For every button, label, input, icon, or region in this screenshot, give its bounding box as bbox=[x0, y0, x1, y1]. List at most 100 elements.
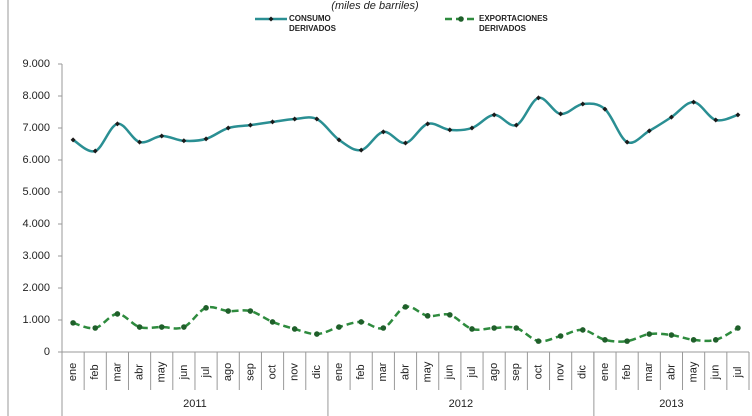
legend-marker bbox=[458, 16, 464, 22]
point bbox=[158, 324, 165, 330]
point bbox=[735, 112, 741, 118]
point bbox=[114, 311, 121, 317]
point bbox=[558, 111, 564, 117]
y-tick-label: 6.000 bbox=[22, 154, 50, 166]
x-tick-label: feb bbox=[621, 364, 633, 379]
point bbox=[735, 325, 741, 331]
y-tick-label: 1.000 bbox=[22, 314, 50, 326]
point bbox=[270, 119, 276, 125]
point bbox=[314, 116, 320, 122]
point bbox=[159, 133, 165, 139]
point bbox=[712, 337, 719, 343]
point bbox=[668, 332, 675, 338]
point bbox=[225, 125, 231, 131]
x-tick-label: may bbox=[422, 361, 434, 382]
point bbox=[70, 137, 76, 143]
x-tick-label: nov bbox=[555, 363, 567, 381]
point bbox=[690, 337, 697, 343]
point bbox=[425, 121, 431, 127]
x-tick-label: dic bbox=[311, 364, 323, 379]
legend-label-line: CONSUMO bbox=[289, 14, 331, 23]
x-tick-label: dic bbox=[577, 364, 589, 379]
point bbox=[70, 320, 76, 326]
x-tick-label: jun bbox=[178, 365, 190, 381]
point bbox=[314, 331, 320, 337]
x-tick-label: feb bbox=[89, 364, 101, 379]
x-tick-label: mar bbox=[643, 362, 655, 381]
point bbox=[602, 106, 608, 112]
y-tick-label: 9.000 bbox=[22, 58, 50, 70]
point bbox=[336, 324, 342, 330]
point bbox=[646, 331, 653, 337]
x-tick-label: sep bbox=[244, 363, 256, 381]
legend-label-line: EXPORTACIONES bbox=[479, 14, 548, 23]
x-tick-label: oct bbox=[532, 365, 544, 380]
point bbox=[136, 324, 143, 330]
legend-marker bbox=[268, 16, 274, 22]
y-tick-label: 5.000 bbox=[22, 186, 50, 198]
point bbox=[579, 327, 586, 333]
x-tick-label: ene bbox=[599, 363, 611, 381]
y-tick-label: 7.000 bbox=[22, 122, 50, 134]
point bbox=[336, 137, 342, 143]
year-label: 2012 bbox=[449, 398, 473, 410]
y-tick-label: 8.000 bbox=[22, 90, 50, 102]
x-tick-label: abr bbox=[133, 364, 145, 380]
point bbox=[291, 326, 298, 332]
x-tick-label: jun bbox=[710, 365, 722, 381]
year-label: 2011 bbox=[183, 398, 207, 410]
point bbox=[358, 319, 364, 325]
point bbox=[181, 324, 187, 330]
point bbox=[225, 308, 232, 314]
x-tick-label: jul bbox=[200, 366, 212, 378]
point bbox=[691, 99, 697, 105]
y-tick-label: 2.000 bbox=[22, 282, 50, 294]
line-series bbox=[72, 305, 739, 343]
point bbox=[114, 121, 120, 127]
x-tick-label: ene bbox=[67, 363, 79, 381]
point bbox=[469, 326, 475, 332]
x-tick-label: ene bbox=[333, 363, 345, 381]
x-tick-label: feb bbox=[355, 364, 367, 379]
point bbox=[491, 325, 497, 331]
point bbox=[713, 117, 719, 123]
x-tick-label: jul bbox=[466, 366, 478, 378]
y-tick-label: 3.000 bbox=[22, 250, 50, 262]
point bbox=[269, 319, 276, 325]
point bbox=[624, 338, 630, 344]
legend-label: CONSUMO DERIVADOS bbox=[289, 14, 337, 33]
point bbox=[646, 128, 652, 134]
x-tick-label: mar bbox=[377, 362, 389, 381]
x-tick-label: abr bbox=[399, 364, 411, 380]
point bbox=[624, 139, 630, 145]
point bbox=[447, 312, 453, 318]
x-tick-label: abr bbox=[665, 364, 677, 380]
point bbox=[557, 333, 564, 339]
y-tick-label: 0 bbox=[44, 346, 50, 358]
x-tick-label: may bbox=[156, 361, 168, 382]
year-label: 2013 bbox=[659, 398, 683, 410]
point bbox=[447, 127, 453, 133]
point bbox=[580, 101, 586, 107]
point bbox=[203, 136, 209, 142]
x-tick-label: may bbox=[688, 361, 700, 382]
point bbox=[424, 313, 431, 319]
x-tick-label: ago bbox=[222, 363, 234, 381]
point bbox=[491, 112, 497, 118]
x-tick-label: mar bbox=[111, 362, 123, 381]
point bbox=[358, 147, 364, 153]
point bbox=[380, 129, 386, 135]
point bbox=[181, 138, 187, 144]
point bbox=[513, 122, 519, 128]
legend-label-line: DERIVADOS bbox=[479, 24, 527, 33]
point bbox=[602, 337, 608, 343]
point bbox=[513, 325, 520, 331]
x-tick-label: sep bbox=[510, 363, 522, 381]
point bbox=[380, 325, 387, 331]
x-tick-label: nov bbox=[289, 363, 301, 381]
point bbox=[535, 338, 542, 344]
x-tick-label: ago bbox=[488, 363, 500, 381]
point bbox=[247, 308, 254, 314]
point bbox=[402, 304, 409, 310]
